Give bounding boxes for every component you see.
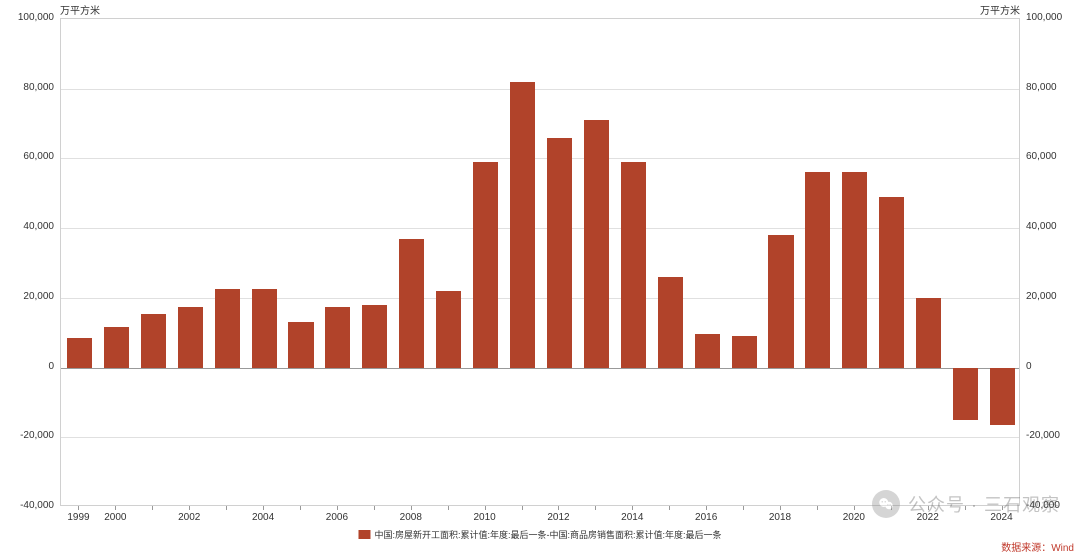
xtick-label: 2010: [473, 512, 495, 523]
xtick-mark: [374, 506, 375, 510]
bar: [288, 322, 313, 367]
gridline: [61, 158, 1019, 159]
xtick-label: 2004: [252, 512, 274, 523]
y-axis-unit-right: 万平方米: [980, 2, 1020, 17]
ytick-right: -40,000: [1026, 500, 1060, 511]
xtick-mark: [152, 506, 153, 510]
bar: [842, 172, 867, 367]
ytick-left: 40,000: [0, 221, 54, 232]
xtick-mark: [78, 506, 79, 510]
ytick-left: -20,000: [0, 430, 54, 441]
ytick-left: -40,000: [0, 500, 54, 511]
xtick-mark: [115, 506, 116, 510]
bar: [473, 162, 498, 368]
bar: [215, 289, 240, 367]
chart-container: 万平方米 万平方米 1999 2000 2002 2004 2006 2008 2010 20…: [0, 0, 1080, 558]
legend: 中国:房屋新开工面积:累计值:年度:最后一条-中国:商品房销售面积:累计值:年度…: [358, 528, 721, 541]
bar: [325, 307, 350, 368]
bar: [953, 368, 978, 420]
xtick-label: 2018: [769, 512, 791, 523]
ytick-left: 100,000: [0, 12, 54, 23]
bar: [104, 327, 129, 367]
xtick-label: 2016: [695, 512, 717, 523]
xtick-mark: [448, 506, 449, 510]
bar: [547, 138, 572, 368]
xtick-mark: [300, 506, 301, 510]
ytick-right: -20,000: [1026, 430, 1060, 441]
zero-line: [61, 368, 1019, 369]
bar: [67, 338, 92, 368]
ytick-right: 40,000: [1026, 221, 1057, 232]
xtick-label: 1999: [67, 512, 89, 523]
xtick-mark: [337, 506, 338, 510]
bar: [436, 291, 461, 368]
xtick-label: 2008: [400, 512, 422, 523]
xtick-label: 2020: [843, 512, 865, 523]
gridline: [61, 228, 1019, 229]
bar: [178, 307, 203, 368]
bar: [695, 334, 720, 367]
bar: [732, 336, 757, 367]
xtick-label: 2012: [547, 512, 569, 523]
xtick-mark: [485, 506, 486, 510]
bar: [362, 305, 387, 368]
xtick-mark: [558, 506, 559, 510]
xtick-mark: [226, 506, 227, 510]
ytick-left: 60,000: [0, 151, 54, 162]
bar: [768, 235, 793, 367]
xtick-label: 2000: [104, 512, 126, 523]
xtick-mark: [669, 506, 670, 510]
legend-swatch: [358, 530, 370, 539]
xtick-label: 2014: [621, 512, 643, 523]
xtick-mark: [263, 506, 264, 510]
ytick-right: 20,000: [1026, 291, 1057, 302]
xtick-mark: [522, 506, 523, 510]
bar-partial: [1004, 368, 1015, 385]
ytick-right: 80,000: [1026, 82, 1057, 93]
xtick-mark: [189, 506, 190, 510]
ytick-right: 60,000: [1026, 151, 1057, 162]
ytick-left: 20,000: [0, 291, 54, 302]
bar: [879, 197, 904, 368]
xtick-mark: [595, 506, 596, 510]
xtick-mark: [928, 506, 929, 510]
bar: [141, 314, 166, 368]
legend-text: 中国:房屋新开工面积:累计值:年度:最后一条-中国:商品房销售面积:累计值:年度…: [374, 528, 721, 541]
xtick-label: 2002: [178, 512, 200, 523]
bar: [805, 172, 830, 367]
xtick-label: 2024: [990, 512, 1012, 523]
ytick-right: 0: [1026, 361, 1032, 372]
ytick-left: 80,000: [0, 82, 54, 93]
xtick-mark: [706, 506, 707, 510]
bar: [658, 277, 683, 368]
xtick-mark: [891, 506, 892, 510]
xtick-mark: [743, 506, 744, 510]
xtick-mark: [780, 506, 781, 510]
xtick-mark: [854, 506, 855, 510]
xtick-label: 2022: [917, 512, 939, 523]
gridline: [61, 89, 1019, 90]
xtick-mark: [817, 506, 818, 510]
bar: [510, 82, 535, 368]
data-source-label: 数据来源：Wind: [1001, 539, 1074, 554]
ytick-left: 0: [0, 361, 54, 372]
bar: [621, 162, 646, 368]
xtick-mark: [632, 506, 633, 510]
xtick-mark: [411, 506, 412, 510]
xtick-label: 2006: [326, 512, 348, 523]
bar: [584, 120, 609, 367]
bar: [916, 298, 941, 368]
gridline: [61, 437, 1019, 438]
y-axis-unit-left: 万平方米: [60, 2, 100, 17]
ytick-right: 100,000: [1026, 12, 1062, 23]
xtick-mark: [1002, 506, 1003, 510]
bar: [252, 289, 277, 367]
gridline: [61, 298, 1019, 299]
xtick-mark: [965, 506, 966, 510]
bar: [399, 239, 424, 368]
plot-area: [60, 18, 1020, 506]
